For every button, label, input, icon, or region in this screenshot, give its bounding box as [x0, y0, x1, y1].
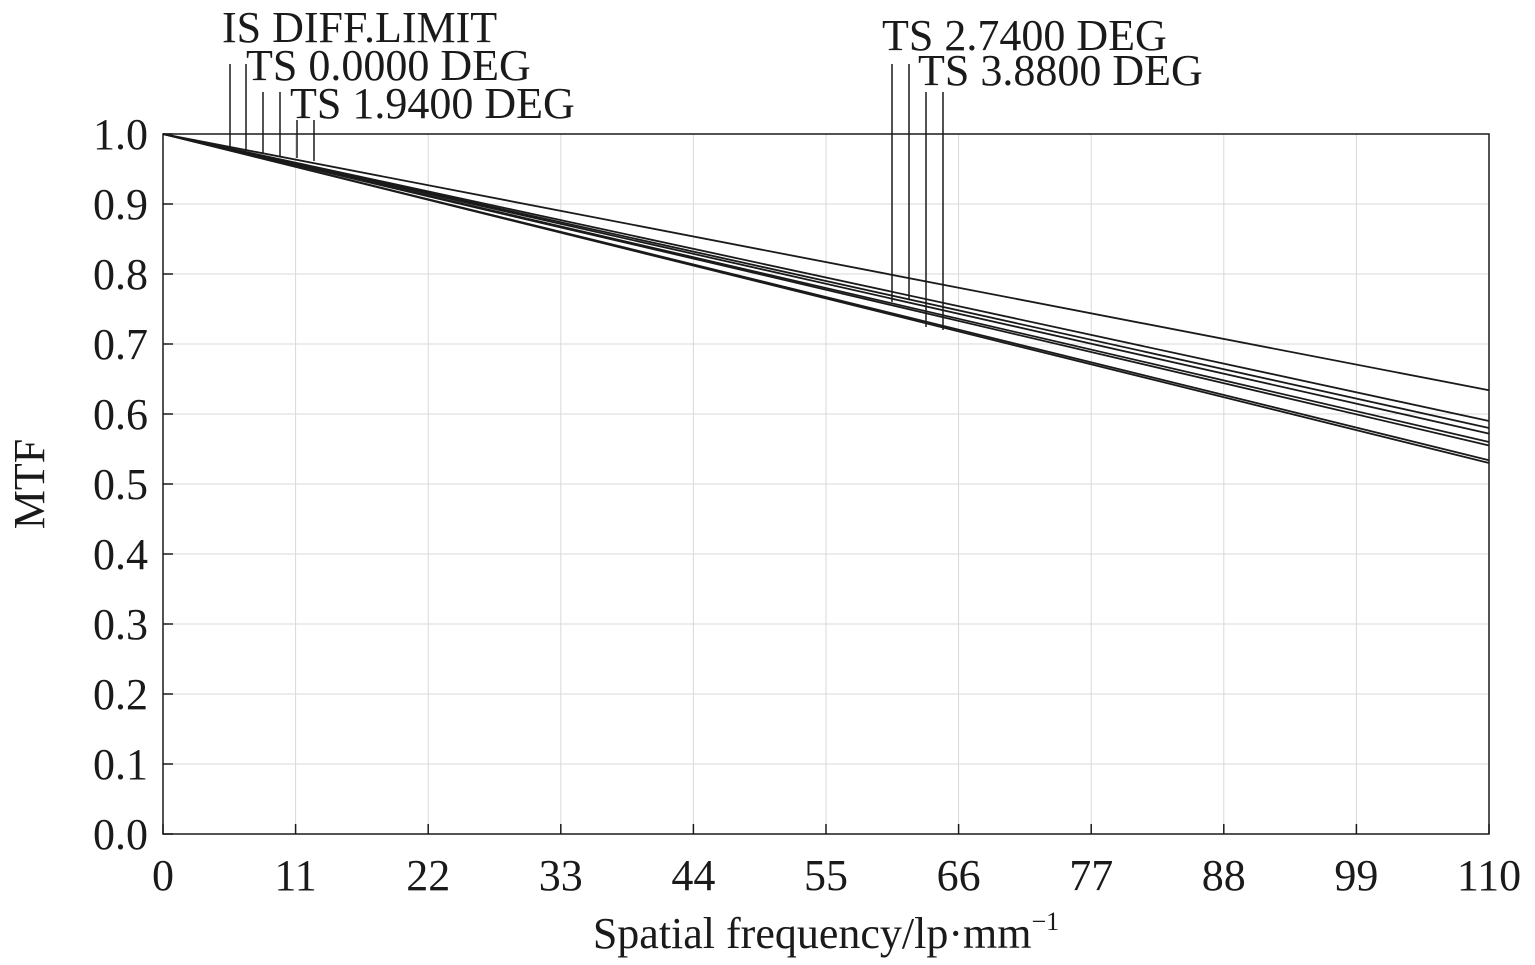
legend-label: TS 2.7400 DEG	[882, 11, 1167, 60]
x-axis-title-superscript: −1	[1031, 907, 1059, 936]
y-axis-ticks: 0.0 0.1 0.2 0.3 0.4 0.5 0.6 0.7 0.8 0.9 1.0	[93, 110, 173, 859]
y-tick-label: 0.0	[93, 810, 148, 859]
grid	[162, 133, 1490, 835]
x-tick-label: 99	[1334, 851, 1378, 900]
y-tick-label: 0.7	[93, 320, 148, 369]
series-line-1	[162, 133, 1490, 392]
x-axis-title: Spatial frequency/lp·mm−1	[593, 907, 1059, 958]
legend-label: TS 0.0000 DEG	[246, 41, 531, 90]
x-tick-label: 110	[1457, 851, 1521, 900]
series-line-2	[162, 133, 1490, 422]
x-tick-label: 33	[539, 851, 583, 900]
y-tick-label: 1.0	[93, 110, 148, 159]
x-tick-label: 55	[804, 851, 848, 900]
x-tick-label: 77	[1069, 851, 1113, 900]
series-line-8	[162, 133, 1490, 464]
x-tick-label: 0	[152, 851, 174, 900]
y-tick-label: 0.5	[93, 460, 148, 509]
x-tick-label: 66	[937, 851, 981, 900]
series-group	[162, 133, 1490, 464]
y-tick-label: 0.9	[93, 180, 148, 229]
series-line-4	[162, 133, 1490, 435]
legend-label: TS 3.8800 DEG	[918, 46, 1203, 95]
series-line-3	[162, 133, 1490, 429]
x-tick-label: 11	[274, 851, 316, 900]
x-tick-label: 88	[1202, 851, 1246, 900]
y-tick-label: 0.3	[93, 600, 148, 649]
y-axis-title: MTF	[5, 439, 54, 529]
y-tick-label: 0.4	[93, 530, 148, 579]
legend-label: TS 1.9400 DEG	[290, 79, 575, 128]
x-tick-label: 44	[671, 851, 715, 900]
x-axis-ticks: 0 11 22 33 44 55 66 77 88 99 110	[152, 824, 1521, 900]
series-line-6	[162, 133, 1490, 447]
y-tick-label: 0.6	[93, 390, 148, 439]
y-tick-label: 0.1	[93, 740, 148, 789]
x-axis-title-main: Spatial frequency/lp·mm	[593, 909, 1032, 958]
legend-label: IS DIFF.LIMIT	[222, 3, 497, 52]
x-tick-label: 22	[406, 851, 450, 900]
y-tick-label: 0.2	[93, 670, 148, 719]
y-tick-label: 0.8	[93, 250, 148, 299]
